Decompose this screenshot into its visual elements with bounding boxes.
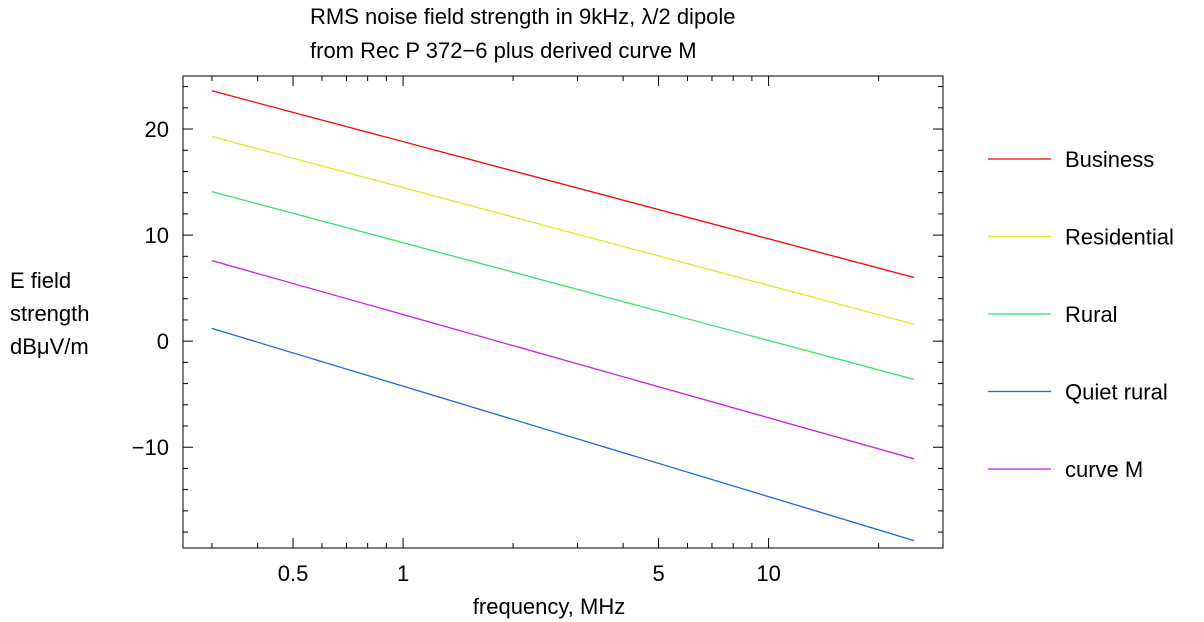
chart-title-line-2: from Rec P 372−6 plus derived curve M	[310, 38, 697, 63]
plot-frame	[182, 75, 944, 549]
chart-title: RMS noise field strength in 9kHz, λ/2 di…	[310, 4, 736, 63]
series-line-business	[211, 90, 915, 279]
axis-ticks	[183, 76, 944, 548]
series-line-residential	[211, 135, 915, 325]
y-axis-label-line-3: dBμV/m	[10, 334, 89, 359]
legend-label-curve-m: curve M	[1065, 457, 1143, 482]
y-tick-label: 0	[157, 329, 169, 354]
x-axis-label: frequency, MHz	[473, 594, 625, 619]
x-tick-label: 5	[652, 561, 664, 586]
y-axis-label-line-1: E field	[10, 268, 71, 293]
series-line-quiet-rural	[211, 327, 915, 542]
y-tick-label: −10	[132, 435, 169, 460]
series-lines	[211, 90, 915, 542]
x-tick-label: 1	[397, 561, 409, 586]
chart-legend: Business Residential Rural Quiet rural curve…	[988, 147, 1174, 482]
x-tick-label: 10	[756, 561, 780, 586]
series-line-rural	[211, 190, 915, 381]
legend-label-residential: Residential	[1065, 225, 1174, 250]
x-tick-label: 0.5	[278, 561, 309, 586]
y-axis-label-line-2: strength	[10, 301, 90, 326]
legend-label-quiet-rural: Quiet rural	[1065, 380, 1168, 405]
y-tick-label: 20	[145, 117, 169, 142]
series-line-curve-m	[211, 259, 915, 460]
y-axis-label: E field strength dBμV/m	[10, 268, 90, 359]
chart-title-line-1: RMS noise field strength in 9kHz, λ/2 di…	[310, 4, 736, 29]
y-tick-label: 10	[145, 223, 169, 248]
legend-label-rural: Rural	[1065, 302, 1118, 327]
legend-label-business: Business	[1065, 147, 1154, 172]
axis-tick-labels: 0.5 1 5 10 20 10 0 −10	[132, 117, 781, 586]
